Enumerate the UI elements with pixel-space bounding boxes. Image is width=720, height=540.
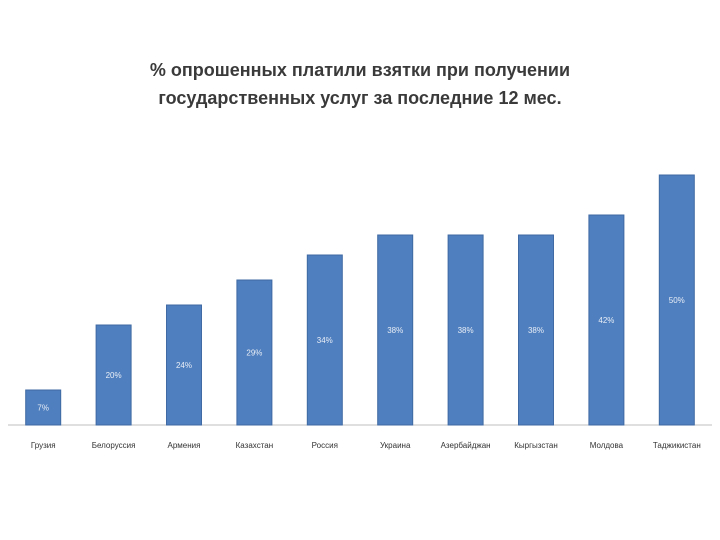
category-label-3: Армения bbox=[168, 441, 201, 450]
bar-4 bbox=[236, 279, 273, 426]
bar-value-label-8: 38% bbox=[528, 326, 544, 335]
bar-value-label-9: 42% bbox=[598, 316, 614, 325]
bar-value-label-3: 24% bbox=[176, 361, 192, 370]
bar-value-label-5: 34% bbox=[317, 336, 333, 345]
bar-value-label-4: 29% bbox=[246, 349, 262, 358]
bar-7 bbox=[447, 234, 484, 426]
bar-3 bbox=[166, 304, 202, 426]
bar-value-label-1: 7% bbox=[37, 404, 49, 413]
bar-6 bbox=[377, 234, 414, 426]
bar-value-label-10: 50% bbox=[669, 296, 685, 305]
category-label-4: Казахстан bbox=[236, 441, 274, 450]
category-label-7: Азербайджан bbox=[441, 441, 491, 450]
bar-2 bbox=[95, 324, 132, 426]
bar-5 bbox=[306, 254, 343, 426]
bar-1 bbox=[25, 389, 62, 426]
chart-title: % опрошенных платили взятки при получени… bbox=[0, 56, 720, 112]
category-label-9: Молдова bbox=[590, 441, 624, 450]
category-label-5: Россия bbox=[312, 441, 338, 450]
bar-value-label-7: 38% bbox=[458, 326, 474, 335]
category-label-2: Белоруссия bbox=[92, 441, 136, 450]
bar-8 bbox=[518, 234, 554, 426]
category-label-10: Таджикистан bbox=[653, 441, 701, 450]
category-label-8: Кыргызстан bbox=[514, 441, 558, 450]
category-label-6: Украина bbox=[380, 441, 411, 450]
category-label-1: Грузия bbox=[31, 441, 56, 450]
chart-title-line-2: государственных услуг за последние 12 ме… bbox=[158, 88, 562, 108]
bar-value-label-6: 38% bbox=[387, 326, 403, 335]
bar-10 bbox=[658, 174, 695, 426]
chart-title-line-1: % опрошенных платили взятки при получени… bbox=[149, 60, 571, 80]
bar-value-label-2: 20% bbox=[106, 371, 122, 380]
bar-9 bbox=[588, 214, 625, 426]
